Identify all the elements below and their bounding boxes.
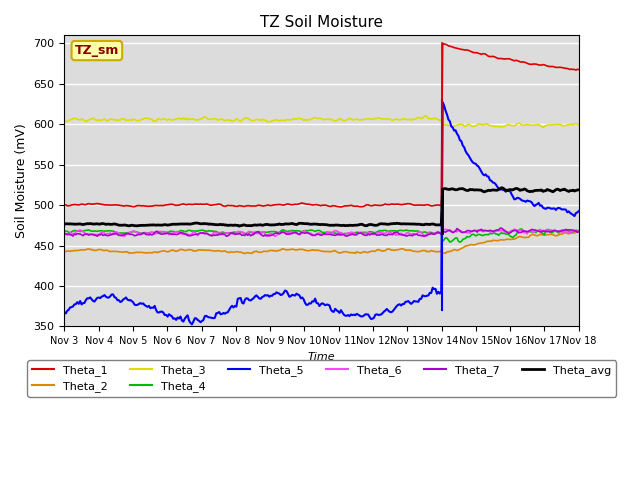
Theta_1 [61, 202, 68, 208]
Theta_3 [422, 113, 429, 119]
Theta_7 [124, 231, 131, 237]
Theta_3 [239, 117, 247, 122]
Theta_6 [511, 226, 518, 232]
Legend: Theta_1, Theta_2, Theta_3, Theta_4, Theta_5, Theta_6, Theta_7, Theta_avg: Theta_1, Theta_2, Theta_3, Theta_4, Thet… [28, 360, 616, 396]
Theta_avg [236, 223, 243, 229]
Theta_7 [231, 232, 239, 238]
Theta_4 [456, 239, 464, 245]
Theta_1 [214, 201, 221, 207]
Theta_3 [539, 125, 547, 131]
Theta_6 [61, 230, 68, 236]
Theta_2 [231, 249, 239, 255]
Theta_7 [420, 234, 428, 240]
Line: Theta_3: Theta_3 [65, 116, 579, 128]
Theta_5 [549, 205, 557, 211]
Theta_1 [439, 40, 447, 46]
Theta_4 [231, 229, 239, 235]
Theta_5 [61, 309, 68, 315]
Theta_avg [497, 185, 505, 191]
Theta_3 [214, 117, 221, 123]
Theta_2 [124, 249, 131, 254]
Theta_avg [231, 222, 239, 228]
Theta_2 [287, 247, 294, 252]
Theta_5 [215, 309, 223, 315]
Theta_6 [231, 230, 239, 236]
Theta_3 [285, 117, 293, 123]
Theta_2 [575, 229, 582, 235]
Line: Theta_6: Theta_6 [65, 229, 579, 236]
Theta_7 [285, 231, 293, 237]
Theta_4 [61, 229, 68, 235]
Y-axis label: Soil Moisture (mV): Soil Moisture (mV) [15, 123, 28, 238]
Line: Theta_1: Theta_1 [65, 43, 579, 207]
Theta_2 [548, 231, 556, 237]
Theta_6 [271, 233, 279, 239]
Theta_5 [287, 293, 294, 299]
Theta_4 [285, 228, 293, 234]
Theta_3 [231, 118, 239, 123]
Theta_6 [124, 230, 131, 236]
Line: Theta_4: Theta_4 [65, 229, 579, 242]
Line: Theta_2: Theta_2 [65, 232, 579, 253]
Theta_2 [239, 250, 247, 256]
Theta_4 [549, 229, 557, 235]
Theta_avg [61, 221, 68, 227]
Theta_avg [549, 189, 557, 194]
Theta_1 [575, 67, 582, 72]
Theta_7 [497, 225, 505, 231]
Line: Theta_5: Theta_5 [65, 102, 579, 324]
Theta_5 [241, 297, 249, 302]
Theta_5 [575, 208, 582, 214]
Theta_3 [549, 122, 557, 128]
Theta_7 [575, 229, 582, 235]
Theta_4 [518, 226, 525, 232]
Theta_4 [575, 228, 582, 233]
Theta_3 [61, 118, 68, 123]
Theta_3 [575, 122, 582, 128]
Theta_1 [239, 204, 247, 209]
Theta_3 [124, 117, 131, 123]
Theta_avg [124, 223, 131, 228]
Theta_5 [439, 99, 447, 105]
Theta_2 [241, 251, 249, 256]
Theta_4 [214, 229, 221, 235]
Line: Theta_7: Theta_7 [65, 228, 579, 237]
Theta_7 [549, 228, 557, 234]
Theta_7 [214, 232, 221, 238]
Theta_4 [124, 230, 131, 236]
Theta_avg [241, 222, 249, 228]
Theta_avg [287, 221, 294, 227]
Theta_4 [239, 230, 247, 236]
Theta_5 [232, 304, 240, 310]
X-axis label: Time: Time [308, 352, 335, 362]
Theta_avg [214, 222, 221, 228]
Theta_1 [285, 202, 293, 207]
Theta_5 [124, 297, 131, 302]
Line: Theta_avg: Theta_avg [65, 188, 579, 226]
Title: TZ Soil Moisture: TZ Soil Moisture [260, 15, 383, 30]
Theta_6 [214, 230, 221, 236]
Theta_6 [575, 228, 582, 234]
Theta_7 [61, 231, 68, 237]
Theta_6 [239, 230, 247, 236]
Theta_6 [287, 228, 294, 234]
Theta_2 [214, 248, 221, 253]
Theta_1 [549, 64, 557, 70]
Theta_2 [61, 249, 68, 254]
Theta_avg [575, 187, 582, 192]
Theta_5 [188, 322, 196, 327]
Theta_1 [124, 203, 131, 209]
Theta_1 [231, 203, 239, 209]
Theta_7 [239, 232, 247, 238]
Text: TZ_sm: TZ_sm [75, 44, 119, 57]
Theta_1 [337, 204, 345, 210]
Theta_6 [549, 228, 557, 233]
